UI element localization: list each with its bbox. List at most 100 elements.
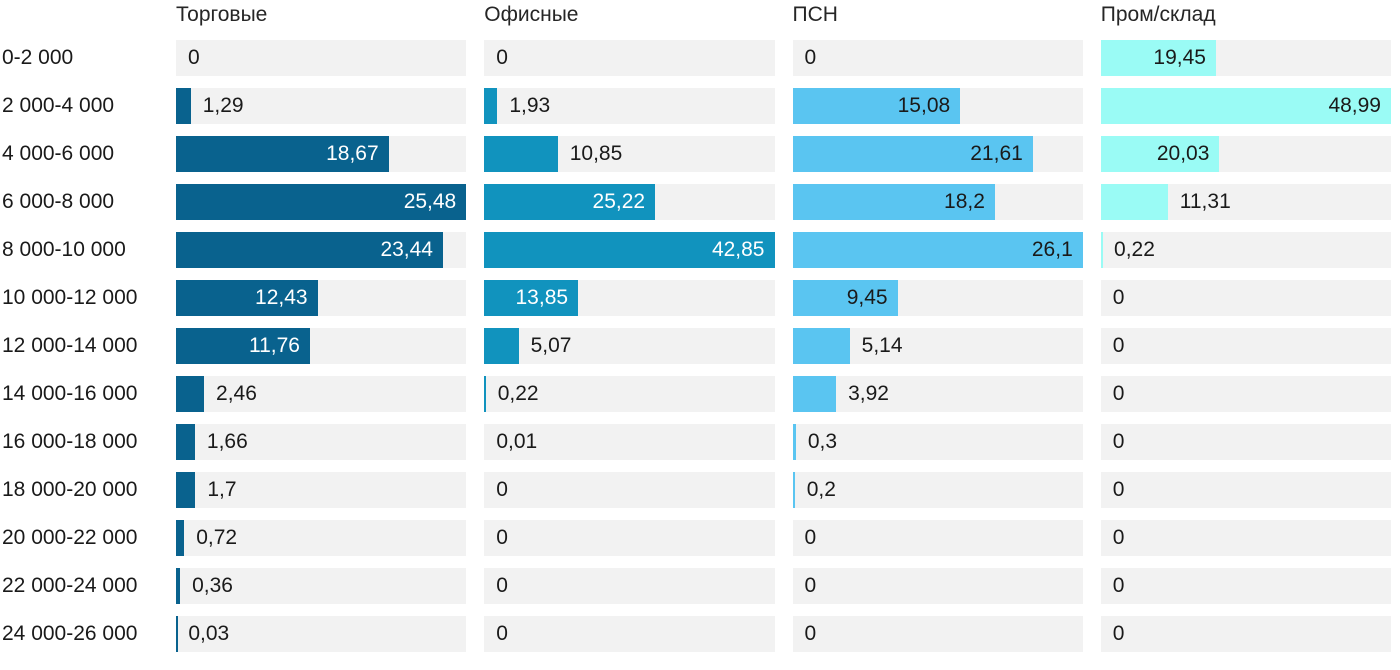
series-header: Торговые — [176, 3, 268, 26]
bar — [792, 376, 837, 412]
bar-track: 23,44 — [176, 232, 467, 268]
bar-track: 0,22 — [484, 376, 775, 412]
value-label: 0 — [1112, 622, 1125, 645]
bar — [792, 280, 898, 316]
bar-track: 0 — [1100, 472, 1391, 508]
bar — [176, 280, 318, 316]
bar-track: 0 — [1100, 616, 1391, 652]
row-label: 24 000-26 000 — [2, 622, 138, 645]
bar-track: 1,29 — [176, 88, 467, 124]
bar — [792, 136, 1033, 172]
value-label: 0 — [496, 526, 508, 549]
bar-track: 0 — [1100, 280, 1391, 316]
value-label: 48,99 — [1328, 94, 1381, 117]
row-label: 22 000-24 000 — [2, 574, 138, 597]
bar — [1100, 40, 1216, 76]
value-label: 0 — [188, 46, 200, 69]
bar-track: 12,43 — [176, 280, 467, 316]
bar-track: 0 — [484, 472, 775, 508]
bar-track: 0 — [484, 568, 775, 604]
bar-track: 0 — [1100, 520, 1391, 556]
bar-track: 0,3 — [792, 424, 1083, 460]
value-label: 18,67 — [326, 142, 379, 165]
value-label: 0,01 — [496, 430, 538, 453]
bar — [176, 328, 310, 364]
value-label: 0 — [1112, 574, 1125, 597]
value-label: 0 — [1112, 526, 1125, 549]
value-label: 0 — [804, 526, 817, 549]
bar-track: 0 — [1100, 376, 1391, 412]
bar — [1100, 232, 1103, 268]
bar-track: 48,99 — [1100, 88, 1391, 124]
value-label: 0,22 — [497, 382, 539, 405]
bar-track: 0 — [1100, 424, 1391, 460]
value-label: 25,48 — [403, 190, 457, 213]
value-label: 0,72 — [196, 526, 238, 549]
value-label: 0 — [496, 622, 508, 645]
row-label: 16 000-18 000 — [2, 430, 138, 453]
value-label: 1,29 — [202, 94, 244, 117]
bar — [176, 520, 185, 556]
bar-track: 0 — [484, 40, 775, 76]
value-label: 10,85 — [569, 142, 623, 165]
bar-track: 18,67 — [176, 136, 467, 172]
bar — [176, 376, 205, 412]
bar — [792, 88, 961, 124]
value-label: 0 — [1112, 430, 1125, 453]
bar-track: 0,01 — [484, 424, 775, 460]
value-label: 1,66 — [206, 430, 248, 453]
value-label: 21,61 — [970, 142, 1023, 165]
bar-track: 0,2 — [792, 472, 1083, 508]
bar-track: 0 — [1100, 568, 1391, 604]
bar — [176, 568, 181, 604]
row-label: 6 000-8 000 — [2, 190, 115, 213]
bar-track: 18,2 — [792, 184, 1083, 220]
value-label: 1,7 — [207, 478, 237, 501]
bar-track: 1,93 — [484, 88, 775, 124]
bar — [176, 616, 178, 652]
value-label: 5,07 — [530, 334, 572, 357]
bar — [1100, 136, 1220, 172]
value-label: 23,44 — [380, 238, 433, 261]
bar — [484, 280, 579, 316]
value-label: 19,45 — [1153, 46, 1206, 69]
bar-track: 15,08 — [792, 88, 1083, 124]
bar-track: 21,61 — [792, 136, 1083, 172]
value-label: 26,1 — [1031, 238, 1073, 261]
bar-track: 3,92 — [792, 376, 1083, 412]
bar-track: 0 — [792, 520, 1083, 556]
value-label: 0 — [496, 46, 508, 69]
bar-track: 0,03 — [176, 616, 467, 652]
value-label: 0 — [1112, 478, 1125, 501]
bar-track: 0 — [1100, 328, 1391, 364]
bar — [484, 328, 519, 364]
value-label: 18,2 — [944, 190, 985, 213]
bar — [484, 232, 775, 268]
bar-track: 0,72 — [176, 520, 467, 556]
value-label: 2,46 — [216, 382, 257, 405]
value-label: 0 — [496, 574, 508, 597]
series-header: Офисные — [484, 3, 579, 26]
bar-track: 13,85 — [484, 280, 775, 316]
bar — [484, 88, 498, 124]
series-header: ПСН — [792, 3, 838, 26]
bar — [792, 424, 796, 460]
value-label: 13,85 — [515, 286, 569, 309]
row-label: 18 000-20 000 — [2, 478, 138, 501]
row-label: 2 000-4 000 — [2, 94, 115, 117]
value-label: 0 — [496, 478, 508, 501]
value-label: 11,76 — [248, 334, 300, 357]
row-label: 20 000-22 000 — [2, 526, 138, 549]
bar-track: 0,36 — [176, 568, 467, 604]
value-label: 0 — [1112, 286, 1125, 309]
bar-track: 5,14 — [792, 328, 1083, 364]
bar-track: 0,22 — [1100, 232, 1391, 268]
bar-track: 5,07 — [484, 328, 775, 364]
bar — [1100, 184, 1168, 220]
row-label: 14 000-16 000 — [2, 382, 138, 405]
value-label: 0 — [804, 622, 817, 645]
bar-track: 26,1 — [792, 232, 1083, 268]
value-label: 0 — [1112, 334, 1125, 357]
bar-track: 0 — [484, 616, 775, 652]
